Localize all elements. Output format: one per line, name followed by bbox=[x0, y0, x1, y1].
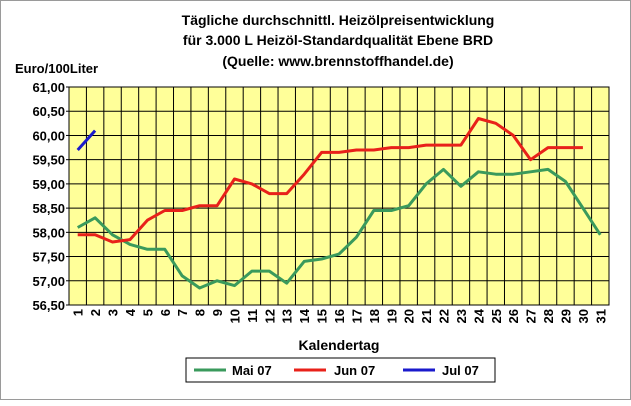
x-tick-label: 9 bbox=[210, 309, 225, 316]
x-tick-label: 18 bbox=[367, 309, 382, 323]
x-tick-label: 21 bbox=[419, 309, 434, 323]
y-tick-label: 58,50 bbox=[32, 201, 65, 216]
legend-box bbox=[185, 357, 496, 383]
x-tick-label: 30 bbox=[576, 309, 591, 323]
x-tick-label: 23 bbox=[454, 309, 469, 323]
x-tick-label: 25 bbox=[489, 309, 504, 323]
x-axis-label: Kalendertag bbox=[299, 337, 380, 353]
grid bbox=[69, 86, 609, 306]
y-tick-label: 60,00 bbox=[32, 128, 65, 143]
x-tick-label: 24 bbox=[471, 308, 486, 323]
x-tick-label: 3 bbox=[106, 309, 121, 316]
x-tick-label: 16 bbox=[332, 309, 347, 323]
series-line-jul bbox=[76, 129, 97, 152]
x-tick-label: 15 bbox=[315, 309, 330, 323]
chart-title-line-1: Tägliche durchschnittl. Heizölpreisentwi… bbox=[182, 12, 495, 28]
y-tick-label: 58,00 bbox=[32, 225, 65, 240]
x-tick-label: 12 bbox=[262, 309, 277, 323]
y-tick-label: 60,50 bbox=[32, 104, 65, 119]
chart-title-line-3: (Quelle: www.brennstoffhandel.de) bbox=[222, 53, 453, 69]
series-line-mai bbox=[76, 167, 602, 290]
y-axis: 56,50 57,00 57,50 58,00 58,50 59,00 59,50 60,00… bbox=[32, 80, 69, 313]
y-tick-label: 59,00 bbox=[32, 177, 65, 192]
series-lines bbox=[76, 117, 602, 290]
x-tick-label: 17 bbox=[349, 309, 364, 323]
legend: Mai 07 Jun 07 Jul 07 bbox=[185, 357, 496, 383]
x-tick-label: 29 bbox=[558, 309, 573, 323]
legend-label-mai: Mai 07 bbox=[232, 363, 272, 378]
series-line-jun bbox=[77, 117, 583, 244]
x-tick-label: 6 bbox=[158, 309, 173, 316]
y-axis-label: Euro/100Liter bbox=[15, 61, 98, 76]
plot-area bbox=[68, 86, 610, 306]
x-tick-label: 8 bbox=[193, 309, 208, 316]
x-tick-label: 10 bbox=[227, 309, 242, 323]
x-tick-label: 1 bbox=[71, 309, 86, 316]
x-tick-label: 11 bbox=[245, 309, 260, 323]
x-axis: 1 2 3 4 5 6 7 8 9 10 11 12 13 14 15 16 17 18 19 20 21 22 23 24 2… bbox=[71, 308, 609, 323]
x-tick-label: 27 bbox=[524, 309, 539, 323]
y-tick-label: 61,00 bbox=[32, 80, 65, 95]
legend-label-jul: Jul 07 bbox=[442, 363, 479, 378]
x-tick-label: 2 bbox=[88, 309, 103, 316]
x-tick-label: 13 bbox=[280, 309, 295, 323]
x-tick-label: 22 bbox=[437, 309, 452, 323]
x-tick-label: 7 bbox=[175, 309, 190, 316]
y-tick-label: 56,50 bbox=[32, 298, 65, 313]
x-tick-label: 20 bbox=[402, 309, 417, 323]
x-tick-label: 5 bbox=[140, 309, 155, 316]
y-tick-label: 57,50 bbox=[32, 250, 65, 265]
legend-label-jun: Jun 07 bbox=[334, 363, 375, 378]
x-tick-label: 14 bbox=[297, 308, 312, 323]
x-tick-label: 28 bbox=[541, 309, 556, 323]
x-tick-label: 4 bbox=[123, 308, 138, 316]
y-tick-label: 57,00 bbox=[32, 274, 65, 289]
x-tick-label: 19 bbox=[384, 309, 399, 323]
x-tick-label: 31 bbox=[593, 309, 608, 323]
chart-title-line-2: für 3.000 L Heizöl-Standardqualität Eben… bbox=[183, 32, 493, 48]
x-tick-label: 26 bbox=[506, 309, 521, 323]
y-tick-label: 59,50 bbox=[32, 153, 65, 168]
